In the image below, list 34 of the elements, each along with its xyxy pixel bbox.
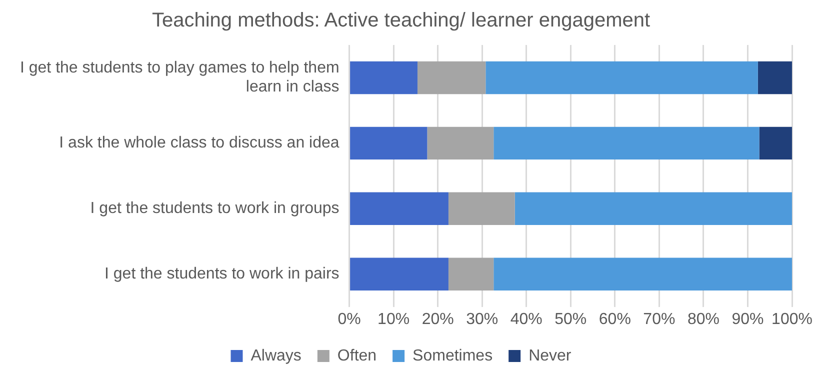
- x-tick-label: 0%: [338, 310, 361, 328]
- bar: [494, 126, 760, 160]
- x-tick-label: 20%: [422, 310, 454, 328]
- chart-title: Teaching methods: Active teaching/ learner engagement: [152, 10, 650, 32]
- x-tick-label: 40%: [510, 310, 542, 328]
- bar: [759, 126, 792, 160]
- y-tick-label: I get the students to play games to help them learn in class: [20, 60, 340, 96]
- legend-label: Never: [528, 347, 572, 364]
- y-tick-label: I get the students to work in pairs: [104, 265, 340, 282]
- bar: [514, 192, 792, 225]
- x-tick-label: 90%: [732, 310, 764, 328]
- bar: [350, 192, 448, 225]
- y-tick-label: I get the students to work in groups: [90, 200, 340, 218]
- legend-label: Always: [250, 347, 302, 364]
- x-tick-label: 80%: [687, 310, 720, 328]
- bar: [448, 192, 515, 225]
- bar: [494, 258, 792, 290]
- bar: [448, 258, 494, 290]
- bar: [427, 126, 494, 160]
- bar: [350, 61, 418, 94]
- y-tick-label: I ask the whole class to discuss an idea: [59, 134, 340, 152]
- x-tick-label: 70%: [643, 310, 676, 328]
- x-tick-label: 50%: [554, 310, 587, 328]
- bar: [350, 258, 448, 290]
- bar: [486, 61, 758, 94]
- legend-label: Sometimes: [412, 347, 493, 364]
- x-tick-label: 100%: [772, 310, 812, 328]
- bar: [417, 61, 486, 94]
- legend-label: Often: [337, 347, 377, 364]
- bar: [350, 126, 428, 160]
- bar: [758, 61, 792, 94]
- x-tick-label: 10%: [378, 310, 410, 328]
- x-tick-label: 30%: [466, 310, 498, 328]
- x-tick-label: 60%: [598, 310, 631, 328]
